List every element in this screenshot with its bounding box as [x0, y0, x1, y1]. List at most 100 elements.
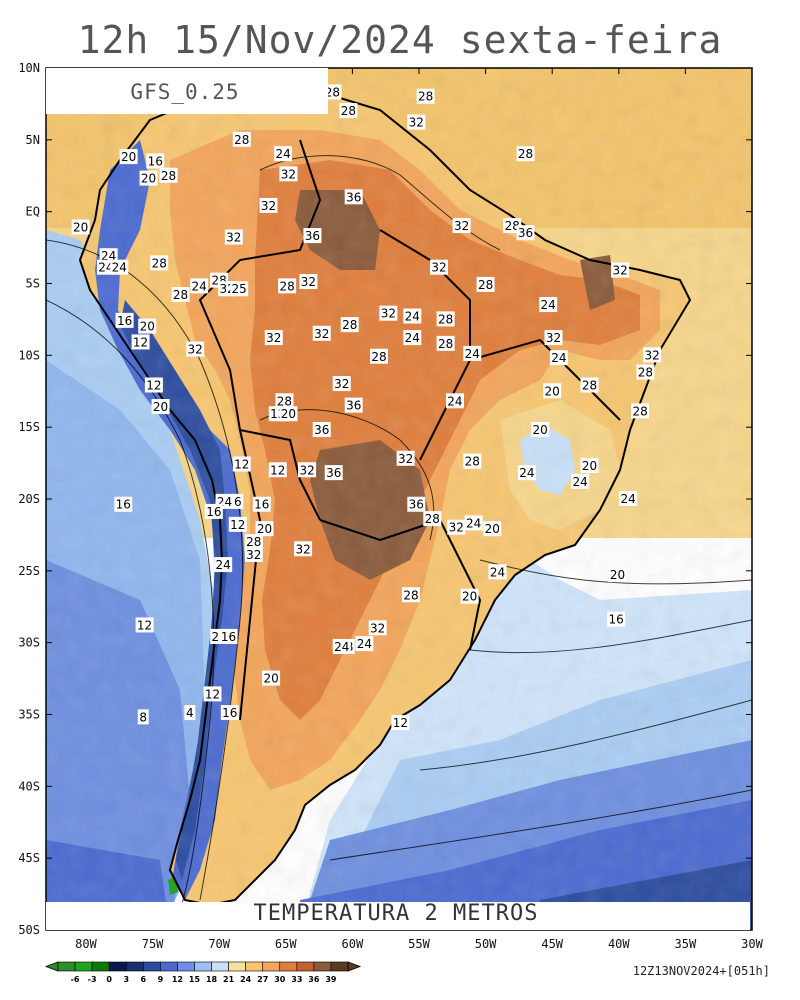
contour-label-text: 28: [465, 455, 480, 469]
contour-label-bg: [516, 225, 535, 241]
contour-label-bg: [429, 259, 448, 275]
contour-label-bg: [608, 567, 627, 583]
map-field: [46, 68, 752, 930]
contour-label: 28: [631, 403, 650, 419]
contour-label-text: 28: [425, 512, 440, 526]
contour-label-bg: [312, 422, 331, 438]
contour-label-bg: [344, 189, 363, 205]
contour-label: 20: [460, 588, 479, 604]
contour-label-text: 20: [462, 590, 477, 604]
contour-label-text: 32: [266, 331, 281, 345]
contour-label-bg: [619, 491, 638, 506]
contour-label-text: 28: [582, 379, 597, 393]
contour-label-text: 28: [403, 588, 418, 602]
contour-label: 28: [436, 335, 455, 351]
contour-label-bg: [379, 305, 398, 321]
contour-label: 28: [340, 317, 359, 333]
contour-label: 28: [401, 587, 420, 603]
contour-label-text: 24: [466, 516, 481, 530]
contour-label: 32: [279, 166, 298, 182]
contour-label-text: 6: [234, 495, 242, 509]
contour-label-text: 24: [112, 261, 127, 275]
contour-label-bg: [232, 131, 251, 147]
lon-tick-label: 65W: [275, 937, 297, 951]
contour-label: 32: [259, 197, 278, 213]
contour-label-bg: [580, 457, 599, 473]
contour-label-text: 20: [121, 150, 136, 164]
contour-label-text: 20: [263, 672, 278, 686]
contour-label-text: 32: [334, 377, 349, 391]
contour-label-text: 28: [279, 279, 294, 293]
contour-label-bg: [636, 364, 655, 380]
contour-label-text: 12: [270, 463, 285, 477]
contour-label-bg: [516, 146, 535, 162]
contour-label-bg: [464, 515, 483, 531]
colorbar-swatch: [91, 961, 110, 972]
contour-label-text: 28: [325, 85, 340, 99]
contour-label: 24: [619, 491, 638, 506]
contour-label: 12: [391, 715, 410, 731]
contour-label-text: 16: [148, 154, 163, 168]
contour-label: 24: [488, 564, 507, 580]
lon-tick-label: 35W: [675, 937, 697, 951]
colorbar-value: 21: [223, 975, 235, 984]
contour-label-text: 28: [152, 256, 167, 270]
contour-label-bg: [71, 219, 90, 235]
colorbar-swatch: [74, 961, 93, 972]
contour-label: 12: [268, 462, 287, 478]
contour-label: 20: [543, 383, 562, 399]
contour-label-bg: [131, 334, 150, 350]
contour-label-bg: [190, 278, 209, 294]
contour-label-bg: [403, 330, 422, 346]
contour-label-bg: [186, 341, 205, 357]
lon-tick-label: 30W: [741, 937, 763, 951]
contour-label-text: 28: [438, 337, 453, 351]
contour-label-text: 16: [254, 498, 269, 512]
contour-label: 24: [571, 473, 590, 489]
contour-label: 32: [332, 376, 351, 392]
contour-label-bg: [279, 166, 298, 182]
contour-label-text: 20: [281, 407, 296, 421]
lat-tick-label: 10N: [18, 61, 40, 75]
contour-label-bg: [368, 620, 387, 636]
lat-tick-label: 30S: [18, 636, 40, 650]
lon-tick-label: 45W: [541, 937, 563, 951]
map-title: 12h 15/Nov/2024 sexta-feira: [77, 18, 723, 62]
contour-label-text: 20: [153, 400, 168, 414]
contour-label: 32: [452, 218, 471, 234]
contour-label-bg: [643, 347, 662, 363]
contour-label-bg: [447, 519, 466, 535]
contour-label-bg: [607, 611, 626, 627]
contour-label-bg: [232, 456, 251, 472]
contour-label-text: 20: [485, 522, 500, 536]
contour-label-text: 16: [117, 314, 132, 328]
colorbar-swatch: [313, 961, 332, 972]
contour-label: 32: [368, 620, 387, 636]
contour-label: 28: [339, 103, 358, 119]
contour-label-text: 24: [357, 637, 372, 651]
contour-label-bg: [220, 705, 239, 721]
contour-label: 32: [396, 450, 415, 466]
axis-ticks: 10N 5N EQ 5S 10S 15S 20S 25S 30S 35S 40S 45S 50S 80W 7…: [18, 61, 763, 951]
contour-label: 32: [186, 341, 205, 357]
contour-label-bg: [549, 350, 568, 366]
contour-label: 36: [344, 397, 363, 413]
contour-label-text: 20: [545, 384, 560, 398]
contour-label-text: 16: [222, 706, 237, 720]
colorbar-swatch: [108, 961, 127, 972]
contour-label-text: 36: [326, 466, 341, 480]
contour-label-bg: [571, 473, 590, 489]
contour-label-bg: [539, 297, 558, 313]
colorbar-swatch: [279, 961, 298, 972]
contour-label-bg: [452, 218, 471, 234]
contour-label-text: 32: [299, 463, 314, 477]
contour-label-bg: [543, 383, 562, 399]
contour-label-text: 25: [232, 282, 247, 296]
contour-label-text: 28: [342, 318, 357, 332]
colorbar-swatch: [142, 961, 161, 972]
contour-label: 16: [115, 312, 134, 328]
contour-label-text: 32: [301, 275, 316, 289]
contour-label-text: 32: [295, 542, 310, 556]
contour-label-bg: [476, 276, 495, 292]
